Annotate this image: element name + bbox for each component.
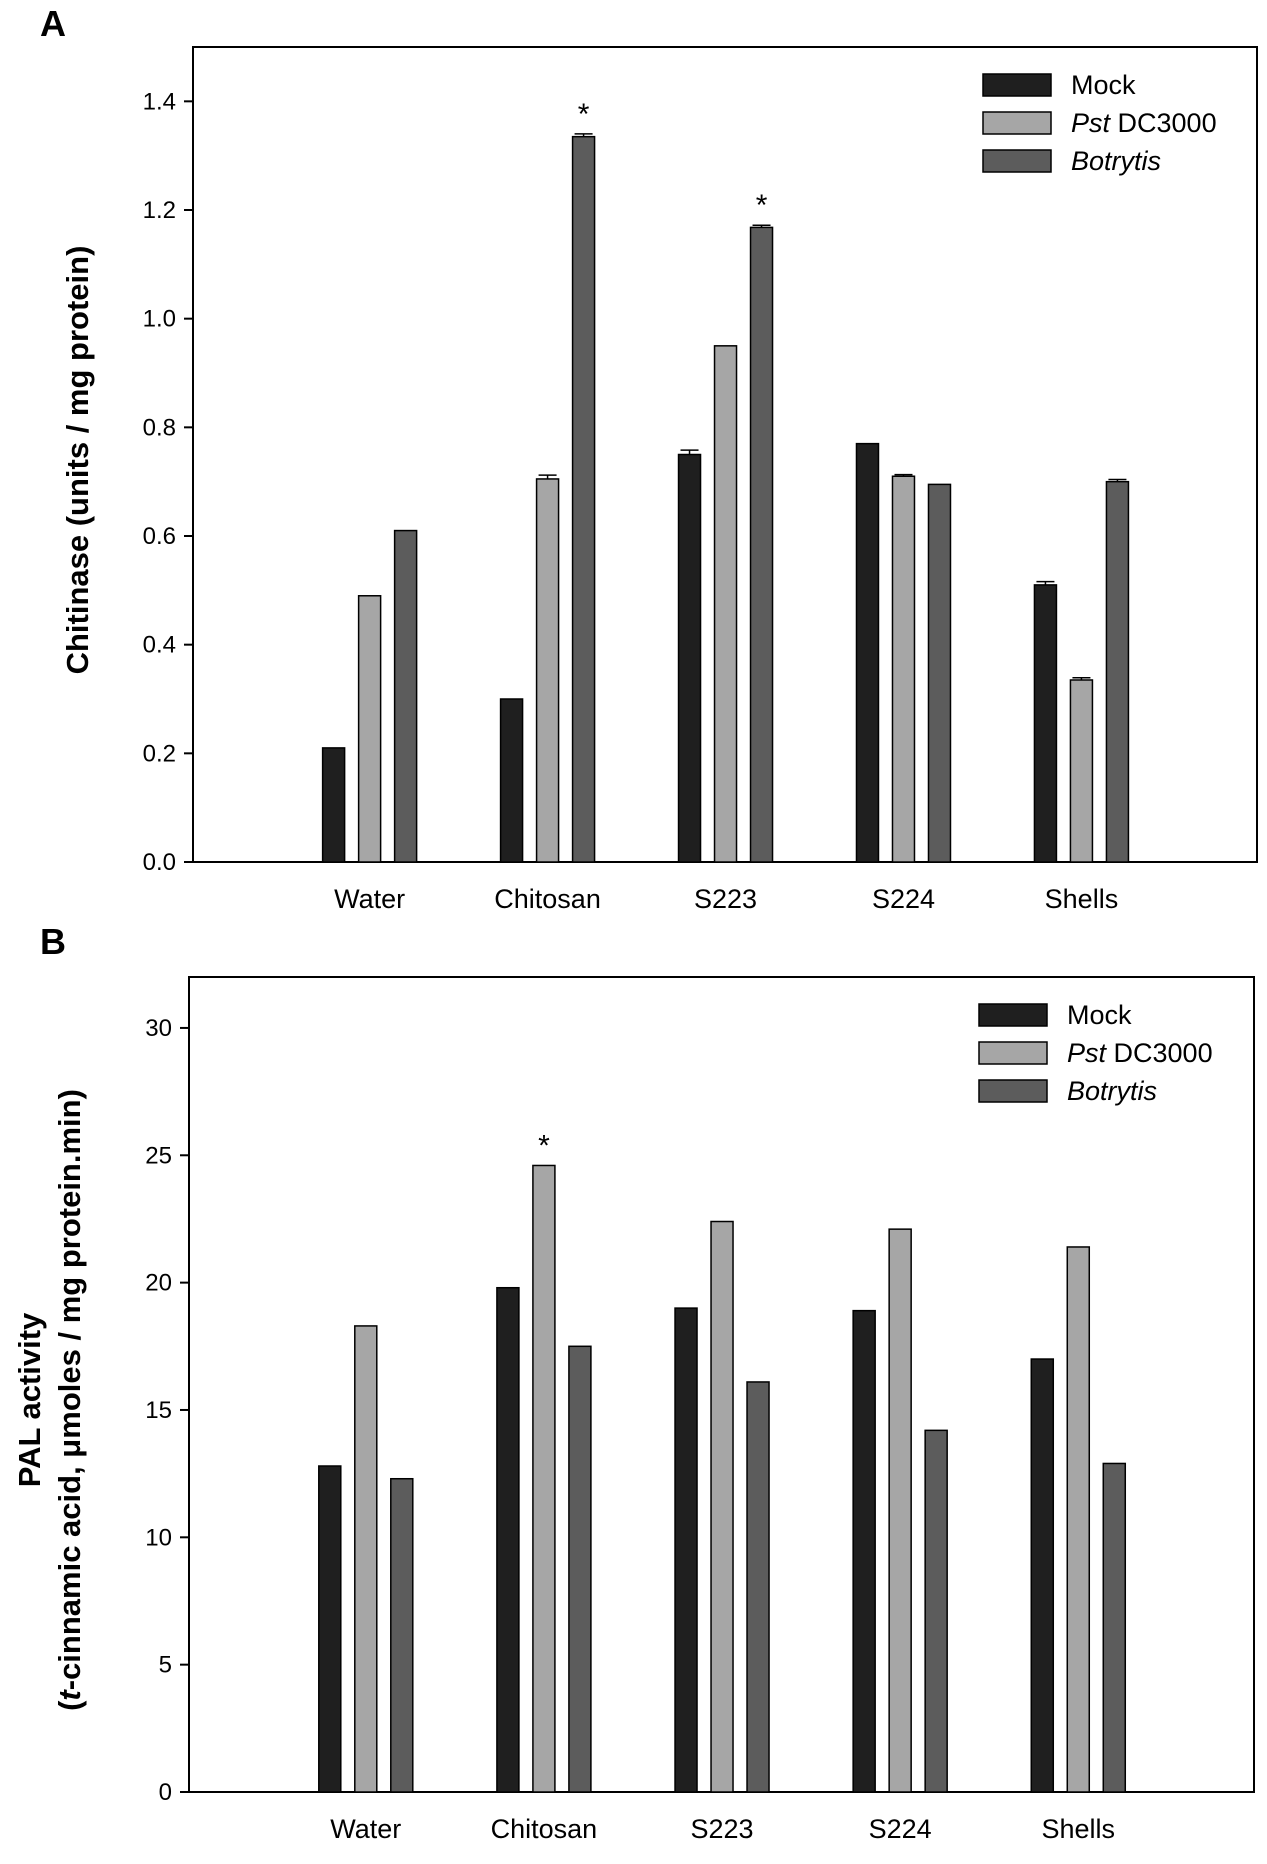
panel-a-category-label: Water [334, 884, 405, 914]
panel-a-ytick-label: 0.0 [143, 849, 176, 876]
panel-b-bar-pst [532, 1164, 556, 1793]
panel-a-bar-botrytis [927, 483, 952, 863]
panel-b-chart: 0 5 10 15 20 25 30 Water Chitosan S223 S224 Shells *… [145, 976, 1255, 1844]
panel-a-ytick-label: 0.8 [143, 414, 176, 441]
panel-a-legend-label-botrytis: Botrytis [1071, 146, 1161, 176]
panel-b-category-label: Shells [1042, 1814, 1116, 1844]
panel-a-bar-botrytis [1105, 480, 1130, 863]
panel-b-ytick-label: 0 [159, 1779, 172, 1806]
panel-b-bar-botrytis [390, 1477, 414, 1793]
panel-b-bar-botrytis [1102, 1462, 1127, 1793]
panel-b-ylabel-line2: (t-cinnamic acid, μmoles / mg protein.mi… [52, 1089, 87, 1711]
panel-a-bar-pst [357, 595, 382, 863]
panel-a-category-label: Chitosan [494, 884, 601, 914]
panel-b-legend-label-botrytis: Botrytis [1067, 1076, 1157, 1106]
panel-a-bar-mock [855, 442, 880, 863]
panel-a-bar-botrytis [749, 226, 774, 863]
panel-b-category-label: Chitosan [491, 1814, 598, 1844]
panel-a-bar-pst [891, 475, 916, 863]
panel-b-category-label: S223 [691, 1814, 754, 1844]
panel-b-legend-swatch-mock [978, 1003, 1048, 1027]
panel-b-legend-label-pst: Pst DC3000 [1067, 1038, 1213, 1068]
panel-a-ytick-label: 1.2 [143, 197, 176, 224]
panel-a-ytick-label: 0.6 [143, 523, 176, 550]
panel-a-significance-star: * [756, 189, 768, 222]
panel-a-legend-label-pst: Pst DC3000 [1071, 108, 1217, 138]
panel-a-legend-swatch-mock [982, 73, 1052, 97]
panel-b-legend-swatch-pst [978, 1041, 1048, 1065]
panel-b-bar-pst [710, 1220, 734, 1793]
panel-b-legend-swatch-botrytis [978, 1079, 1048, 1103]
panel-a-ylabel: Chitinase (units / mg protein) [60, 246, 95, 675]
panel-b-ytick-label: 5 [159, 1652, 172, 1679]
panel-a-legend-label-mock: Mock [1071, 70, 1136, 100]
panel-b-bar-mock [1030, 1358, 1055, 1793]
panel-b-ylabel-line1: PAL activity [12, 1312, 47, 1487]
panel-a-ytick-label: 0.2 [143, 740, 176, 767]
panel-b-ytick-label: 25 [145, 1142, 172, 1169]
panel-b-ytick-label: 15 [145, 1397, 172, 1424]
panel-b-legend-label-mock: Mock [1067, 1000, 1132, 1030]
panel-b-bar-pst [888, 1228, 912, 1793]
panel-b-bar-mock [496, 1286, 520, 1793]
panel-a-ytick-label: 1.4 [143, 88, 176, 115]
panel-b-ytick-label: 10 [145, 1524, 172, 1551]
panel-a-bar-pst [713, 345, 738, 863]
panel-a-bar-mock [1033, 584, 1058, 863]
panel-a-bar-botrytis [393, 529, 418, 863]
panel-b-ytick-label: 30 [145, 1015, 172, 1042]
panel-a-ytick-label: 0.4 [143, 632, 176, 659]
panel-b-bar-botrytis [924, 1429, 948, 1793]
panel-a-bar-botrytis [571, 135, 596, 863]
panel-b-letter: B [40, 921, 66, 962]
panel-a-significance-star: * [578, 98, 590, 131]
panel-a-bar-mock [499, 698, 524, 863]
panel-b-significance-star: * [538, 1129, 550, 1162]
panel-b-bar-botrytis [746, 1381, 770, 1793]
panel-b-bar-botrytis [568, 1345, 592, 1793]
panel-a-bar-mock [321, 747, 346, 863]
panel-b-bar-pst [354, 1325, 378, 1793]
panel-a-legend-swatch-pst [982, 111, 1052, 135]
panel-b-bar-mock [852, 1309, 876, 1793]
panel-a-bar-pst [535, 478, 560, 863]
panel-b-bar-mock [674, 1307, 698, 1793]
panel-a-bar-mock [677, 453, 702, 863]
panel-a-letter: A [40, 3, 66, 44]
panel-b-ytick-label: 20 [145, 1270, 172, 1297]
panel-a-legend-swatch-botrytis [982, 149, 1052, 173]
panel-b-bar-mock [318, 1465, 342, 1793]
panel-a-category-label: Shells [1045, 884, 1119, 914]
panel-b-bar-pst [1066, 1246, 1091, 1793]
panel-a-category-label: S224 [872, 884, 935, 914]
panel-b-category-label: S224 [869, 1814, 932, 1844]
panel-a-ytick-label: 1.0 [143, 306, 176, 333]
panel-b-category-label: Water [330, 1814, 401, 1844]
panel-a-category-label: S223 [694, 884, 757, 914]
panel-a-chart: 0.0 0.2 0.4 0.6 0.8 1.0 1.2 1.4 Water Chitosan S22… [143, 46, 1258, 914]
panel-a-bar-pst [1069, 679, 1094, 863]
